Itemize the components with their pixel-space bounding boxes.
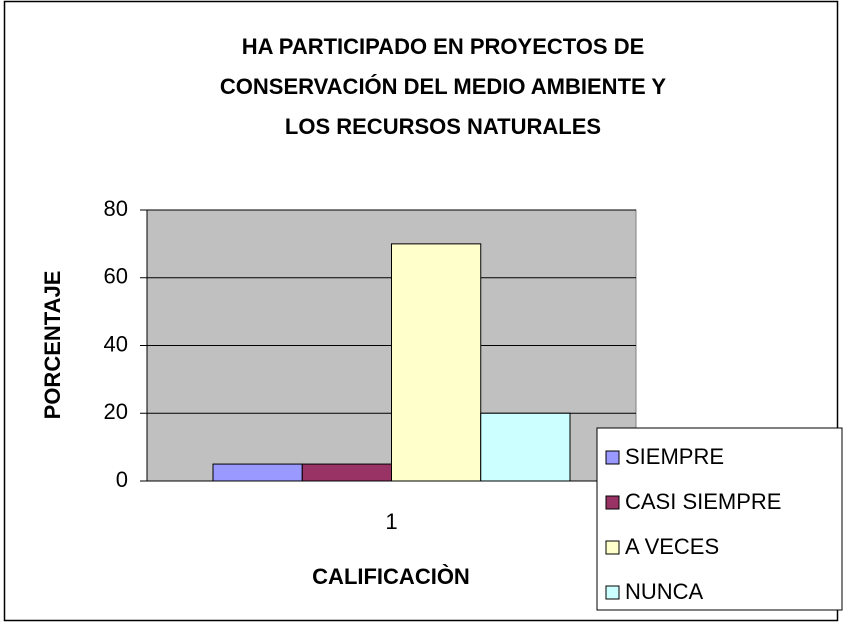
y-tick-label: 20	[104, 399, 128, 424]
bar	[301, 463, 393, 482]
x-tick-label: 1	[385, 509, 397, 534]
y-tick-label: 80	[104, 196, 128, 221]
y-tick-label: 60	[104, 264, 128, 289]
x-axis-label: CALIFICACIÒN	[312, 564, 470, 589]
chart-title: CONSERVACIÓN DEL MEDIO AMBIENTE Y	[220, 74, 666, 99]
bar	[480, 412, 571, 482]
y-axis-label: PORCENTAJE	[40, 271, 65, 420]
bar	[212, 463, 303, 482]
legend-swatch	[605, 450, 620, 465]
legend-label: A VECES	[625, 534, 719, 559]
bar	[391, 243, 482, 482]
y-tick-label: 40	[104, 331, 128, 356]
chart-title: LOS RECURSOS NATURALES	[285, 114, 601, 139]
y-tick-label: 0	[116, 467, 128, 492]
legend-label: SIEMPRE	[625, 444, 724, 469]
legend-swatch	[605, 495, 620, 510]
legend-label: CASI SIEMPRE	[625, 489, 781, 514]
legend-swatch	[605, 585, 620, 600]
chart-title: HA PARTICIPADO EN PROYECTOS DE	[242, 34, 645, 59]
legend-label: NUNCA	[625, 579, 704, 604]
legend	[596, 427, 843, 611]
legend-swatch	[605, 540, 620, 555]
